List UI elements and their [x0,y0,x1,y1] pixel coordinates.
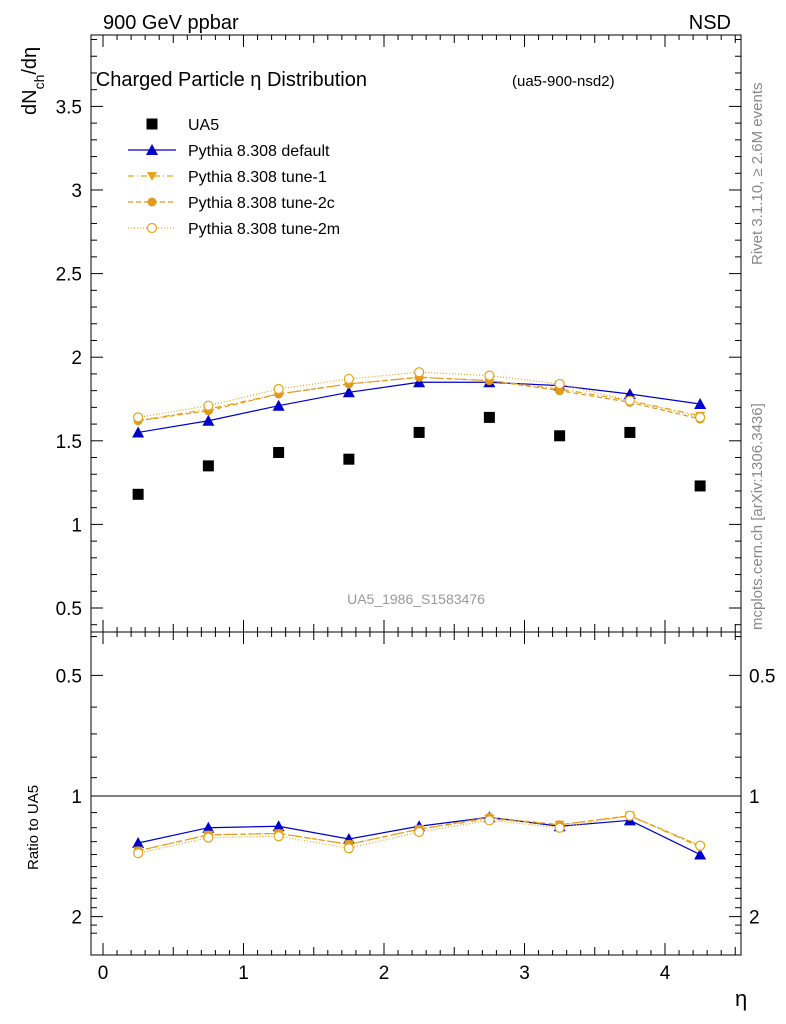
main-data-point [202,414,215,426]
main-data-point [624,426,636,438]
header-right: NSD [689,12,731,34]
main-data-point [202,460,214,472]
main-data-point [413,426,425,438]
x-ticks: 0 1 2 3 4 [98,35,736,984]
ratio-data-point [414,826,425,838]
chart-title-tag: (ua5-900-nsd2) [512,73,615,90]
ratio-y-tick-label-right: 2 [749,908,760,929]
x-axis-label: η [735,986,747,1011]
main-data-point [483,411,495,423]
x-tick-label: 4 [660,963,671,984]
legend-label: Pythia 8.308 tune-1 [188,169,327,186]
ratio-y-axis-label: Ratio to UA5 [25,785,42,870]
ratio-y-tick-label: 2 [71,908,82,929]
ratio-series-layer [132,810,707,860]
main-y-tick-label: 2.5 [56,265,82,286]
ratio-y-tick-label-right: 0.5 [749,666,775,687]
ratio-series-3 [133,810,706,859]
main-y-tick-label: 3 [71,181,82,202]
main-data-point [273,383,284,395]
rivet-label: Rivet 3.1.10, ≥ 2.6M events [749,83,766,266]
ratio-data-point [484,815,495,826]
main-data-point [623,387,636,399]
ratio-data-point [272,820,285,832]
legend-item: Pythia 8.308 default [128,143,330,160]
ratio-data-point [203,832,214,843]
main-data-point [484,370,495,381]
legend: UA5 Pythia 8.308 default Pythia 8.308 tune… [128,117,340,238]
main-data-point [343,373,354,385]
main-data-point [343,453,355,465]
main-data-point [133,412,144,423]
main-series-4 [133,367,706,423]
main-data-point [695,412,706,423]
main-data-point [554,430,566,442]
main-data-point [132,488,144,500]
legend-label: Pythia 8.308 tune-2m [188,221,340,238]
ratio-data-point [202,821,215,833]
main-y-tick-label: 0.5 [56,599,82,620]
x-tick-label: 1 [238,963,249,984]
ratio-data-point [343,843,354,854]
main-y-ticks: 0.5 1 1.5 2 2.5 3 3.5 [56,39,741,626]
ratio-data-point [694,848,707,860]
ratio-y-ticks: 0.5 0.5 1 1 2 2 [56,636,775,934]
main-y-axis-label: dNch/dη [19,47,47,115]
legend-label: Pythia 8.308 default [188,143,330,160]
ratio-data-point [273,831,284,842]
main-data-point [694,398,707,410]
x-tick-label: 0 [98,963,109,984]
main-data-point [273,447,285,459]
main-data-point [203,400,214,411]
main-data-point [342,386,355,398]
mcplots-label: mcplots.cern.ch [arXiv:1306.3436] [749,403,766,630]
main-series-line [138,371,701,418]
main-series-0 [132,411,706,500]
ratio-y-tick-label-right: 1 [749,787,760,808]
ratio-y-tick-label: 0.5 [56,666,82,687]
legend-marker [147,197,157,207]
main-y-tick-label: 1 [71,515,82,536]
main-series-layer [132,367,707,500]
chart-title: Charged Particle η Distribution [96,69,367,91]
x-tick-label: 2 [379,963,390,984]
legend-label: UA5 [188,117,219,134]
main-data-point [272,399,285,411]
legend-marker [146,222,158,234]
ratio-data-point [624,810,635,821]
ratio-data-point [695,840,706,851]
main-y-tick-label: 3.5 [56,97,82,118]
legend-item: Pythia 8.308 tune-2c [128,195,335,212]
header-left: 900 GeV ppbar [103,12,239,34]
legend-label: Pythia 8.308 tune-2c [188,195,335,212]
ratio-series-line [137,815,701,852]
legend-marker [146,144,158,155]
legend-marker [147,172,157,181]
main-series-line [138,381,701,434]
x-tick-label: 3 [519,963,530,984]
ratio-plot-frame [90,631,742,956]
legend-marker [146,118,158,130]
main-y-tick-label: 2 [71,348,82,369]
main-data-point [414,367,425,378]
main-y-tick-label: 1.5 [56,432,82,453]
legend-item: Pythia 8.308 tune-2m [128,221,340,238]
ratio-data-point [554,822,565,833]
main-series-line [138,376,701,422]
ratio-y-tick-label: 1 [71,787,82,808]
ratio-data-point [133,848,144,859]
main-data-point [554,378,565,390]
legend-item: Pythia 8.308 tune-1 [128,169,327,186]
analysis-watermark: UA5_1986_S1583476 [347,591,485,607]
legend-item: UA5 [146,117,219,134]
main-data-point [624,395,635,406]
main-data-point [132,426,145,438]
main-data-point [694,480,706,492]
ratio-data-point [132,836,145,848]
